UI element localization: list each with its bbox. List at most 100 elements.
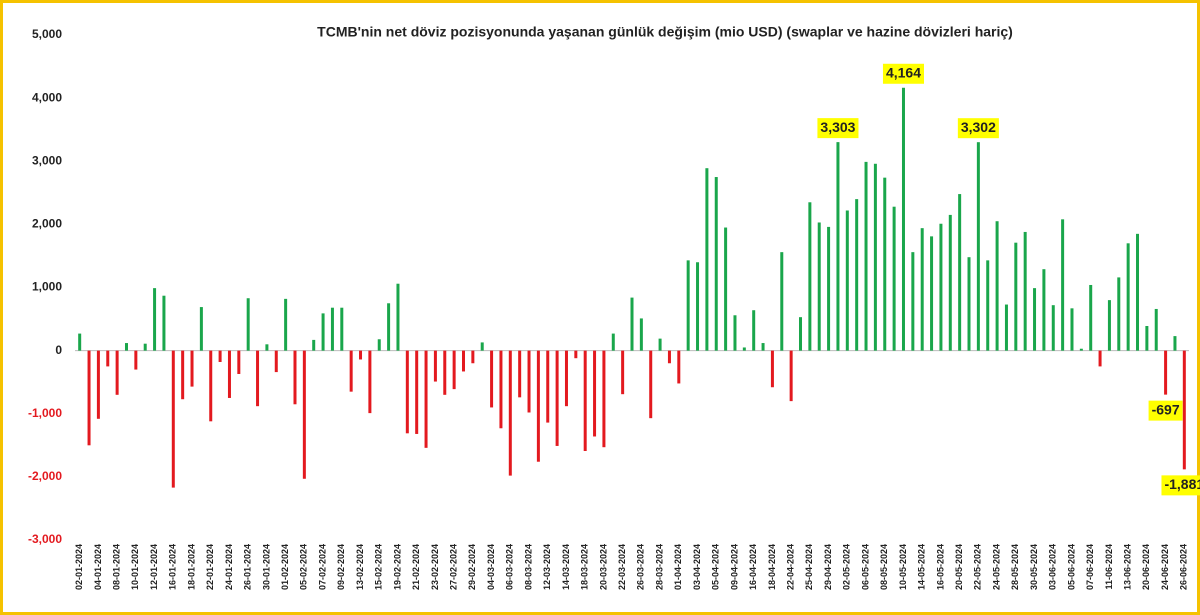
bar: [218, 350, 222, 362]
bar: [808, 202, 812, 351]
bar: [752, 310, 756, 351]
x-tick-label: 24-06-2024: [1160, 544, 1170, 590]
bar: [1004, 304, 1008, 351]
bar: [817, 222, 821, 351]
x-tick-label: 22-01-2024: [205, 544, 215, 590]
bar: [1070, 308, 1074, 351]
bar: [864, 161, 868, 351]
bar: [1126, 243, 1130, 351]
value-label-bg: [817, 118, 859, 139]
bar: [415, 350, 419, 434]
bar: [873, 163, 877, 351]
x-tick-label: 06-05-2024: [860, 544, 870, 590]
bar: [471, 350, 475, 364]
bar: [995, 221, 999, 351]
bar: [274, 350, 278, 373]
bar: [209, 350, 213, 422]
bar: [677, 350, 681, 384]
value-label-bg: [1161, 475, 1200, 496]
bar: [724, 227, 728, 351]
bar: [705, 168, 709, 351]
x-tick-label: 05-04-2024: [711, 544, 721, 590]
bar: [1033, 288, 1037, 351]
bar: [443, 350, 447, 395]
bar: [433, 350, 437, 382]
value-label: 3,302: [961, 119, 996, 135]
bar: [78, 333, 82, 351]
bar: [780, 252, 784, 351]
bar: [1079, 348, 1083, 351]
bar: [583, 350, 587, 451]
bar: [742, 347, 746, 351]
y-tick-label: -3,000: [28, 532, 62, 546]
x-tick-label: 09-02-2024: [336, 544, 346, 590]
x-tick-label: 07-06-2024: [1085, 544, 1095, 590]
bar: [340, 307, 344, 351]
x-tick-label: 08-05-2024: [879, 544, 889, 590]
bar: [649, 350, 653, 419]
y-tick-label: 0: [55, 343, 62, 357]
bar: [424, 350, 428, 448]
bar: [237, 350, 241, 374]
y-tick-label: 4,000: [32, 90, 62, 104]
bar: [87, 350, 91, 446]
x-tick-label: 26-03-2024: [636, 544, 646, 590]
x-tick-label: 26-06-2024: [1179, 544, 1189, 590]
bar: [1023, 231, 1027, 351]
x-tick-label: 28-03-2024: [654, 544, 664, 590]
bar: [611, 333, 615, 351]
bar: [1117, 277, 1121, 351]
x-tick-label: 14-03-2024: [561, 544, 571, 590]
x-tick-label: 29-02-2024: [467, 544, 477, 590]
bar: [1107, 300, 1111, 351]
bar: [976, 142, 980, 351]
bar: [855, 199, 859, 351]
bar: [658, 338, 662, 351]
bar: [499, 350, 503, 429]
bar: [405, 350, 409, 434]
bar: [302, 350, 306, 479]
bar: [1042, 269, 1046, 351]
bar: [1089, 284, 1093, 351]
x-tick-label: 30-05-2024: [1029, 544, 1039, 590]
bar: [630, 297, 634, 351]
bar: [1136, 233, 1140, 351]
bar: [930, 236, 934, 351]
bar: [246, 298, 250, 351]
x-tick-label: 05-02-2024: [299, 544, 309, 590]
x-tick-label: 07-02-2024: [317, 544, 327, 590]
x-tick-label: 16-01-2024: [168, 544, 178, 590]
x-tick-label: 20-06-2024: [1141, 544, 1151, 590]
bar: [330, 307, 334, 351]
bar: [948, 214, 952, 351]
bar: [1061, 219, 1065, 351]
x-tick-label: 27-02-2024: [449, 544, 459, 590]
y-tick-label: 1,000: [32, 280, 62, 294]
bar: [1154, 308, 1158, 351]
x-tick-label: 02-01-2024: [74, 544, 84, 590]
x-tick-label: 08-03-2024: [523, 544, 533, 590]
x-tick-label: 18-03-2024: [580, 544, 590, 590]
x-tick-label: 22-05-2024: [973, 544, 983, 590]
bar: [621, 350, 625, 395]
y-tick-label: 5,000: [32, 27, 62, 41]
bar: [1145, 326, 1149, 351]
bar: [911, 252, 915, 351]
x-tick-label: 16-04-2024: [748, 544, 758, 590]
bar: [939, 223, 943, 351]
bar: [349, 350, 353, 392]
bar: [733, 315, 737, 351]
bar: [171, 350, 175, 488]
bar: [143, 343, 147, 351]
bar: [696, 262, 700, 351]
x-tick-label: 13-02-2024: [355, 544, 365, 590]
x-tick-label: 03-04-2024: [692, 544, 702, 590]
bar: [667, 350, 671, 364]
bar: [714, 177, 718, 351]
bar: [227, 350, 231, 398]
bar: [574, 350, 578, 359]
x-tick-label: 13-06-2024: [1123, 544, 1133, 590]
value-label: -697: [1152, 401, 1180, 417]
